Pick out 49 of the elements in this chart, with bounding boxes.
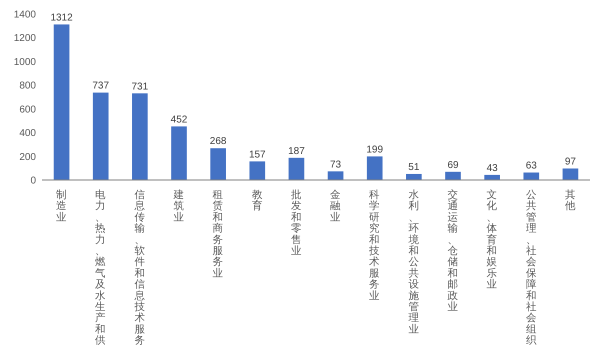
bar	[92, 92, 109, 180]
x-tick-label: 租赁和商务服务业	[212, 189, 224, 280]
category-label: 水利、环境和公共设施管理业	[408, 189, 420, 336]
data-label: 268	[210, 136, 227, 148]
data-label: 69	[447, 160, 459, 171]
y-tick-label: 800	[19, 80, 36, 92]
y-tick-label: 0	[30, 176, 36, 186]
data-label: 97	[564, 156, 576, 168]
data-label: 737	[92, 80, 110, 92]
data-label: 157	[248, 149, 266, 160]
y-tick-label: 1400	[14, 10, 36, 20]
bar	[171, 126, 187, 180]
bar	[288, 158, 304, 180]
y-tick-label: 1200	[14, 33, 36, 44]
y-tick-label: 600	[19, 104, 36, 116]
category-label: 公共管理、社会保障和社会组织	[526, 189, 537, 347]
bar	[523, 172, 540, 180]
data-label: 452	[170, 114, 188, 126]
category-label: 文化、体育和娱乐业	[486, 189, 498, 291]
data-label: 51	[408, 162, 420, 173]
x-tick-label: 批发和零售业	[290, 189, 302, 257]
y-tick-label: 1000	[14, 56, 36, 68]
y-tick-label: 200	[19, 152, 36, 163]
bar	[445, 172, 461, 180]
bar	[132, 93, 148, 180]
category-label: 信息传输、软件和信息技术服务	[134, 189, 146, 347]
bar	[54, 24, 70, 180]
x-tick-label: 建筑业	[172, 188, 184, 224]
category-label: 电力、热力、燃气及水生产和供	[95, 189, 106, 347]
data-label: 199	[366, 144, 384, 156]
bar	[406, 174, 422, 180]
data-label: 43	[486, 162, 498, 174]
bar	[249, 161, 266, 180]
data-label: 73	[330, 159, 342, 170]
category-label: 科学研究和技术服务业	[369, 189, 380, 302]
x-tick-label: 其他	[564, 188, 576, 212]
category-label: 交通运输、仓储和邮政业	[448, 189, 458, 313]
bar	[562, 168, 578, 180]
data-label: 731	[132, 81, 149, 92]
x-tick-label: 制造业	[56, 188, 68, 224]
data-label: 1312	[50, 12, 74, 24]
bar	[328, 171, 344, 180]
bar	[210, 148, 226, 180]
data-label: 187	[288, 146, 306, 157]
x-tick-label: 金融业	[330, 189, 342, 224]
y-tick-label: 400	[19, 128, 36, 140]
data-label: 63	[526, 160, 538, 172]
x-tick-label: 教育	[252, 189, 263, 212]
bar	[366, 156, 383, 180]
